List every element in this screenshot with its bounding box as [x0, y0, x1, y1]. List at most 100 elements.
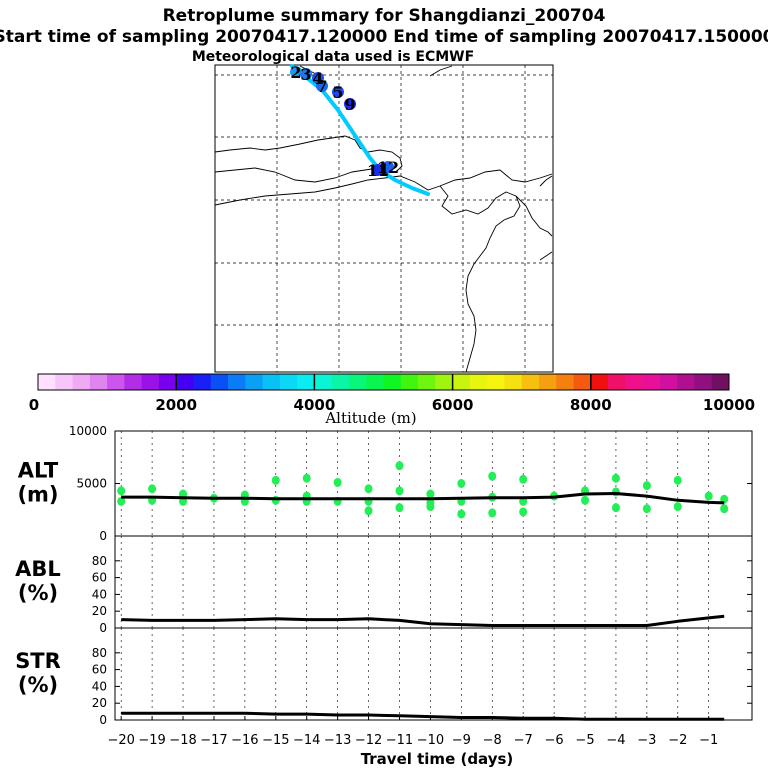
marker-label: 7 — [316, 77, 327, 96]
x-tick-label: −1 — [699, 733, 718, 748]
x-tick-label: −10 — [417, 733, 444, 748]
y-tick-label: 5000 — [76, 477, 107, 491]
altitude-scatter-point — [117, 486, 126, 496]
x-tick-label: −20 — [107, 733, 134, 748]
border-line — [429, 65, 453, 77]
colorbar-frame — [37, 373, 730, 391]
border-line — [214, 169, 553, 206]
colorbar-swatch — [694, 374, 713, 390]
x-tick-label: −4 — [606, 733, 625, 748]
colorbar-swatch — [38, 374, 56, 390]
colorbar-swatch — [366, 374, 384, 390]
colorbar-swatch — [348, 374, 367, 390]
altitude-colorbar: 0 2000 4000 6000 8000 10000 — [29, 373, 755, 414]
altitude-scatter-point — [519, 474, 528, 484]
x-tick-label: −17 — [200, 733, 227, 748]
position-marker — [332, 86, 344, 98]
colorbar-swatch — [452, 374, 471, 390]
border-line — [367, 149, 403, 173]
series-line — [121, 492, 725, 505]
position-marker — [344, 98, 356, 110]
altitude-scatter-point — [117, 496, 126, 506]
x-tick-label: −2 — [668, 733, 687, 748]
x-tick-label: −14 — [293, 733, 320, 748]
panel-label: STR — [15, 649, 61, 673]
position-marker — [290, 66, 302, 78]
panel-unit-label: (%) — [18, 673, 58, 697]
colorbar-swatch — [245, 374, 263, 390]
altitude-scatter-point — [704, 491, 713, 501]
colorbar-swatch — [573, 374, 592, 390]
colorbar-swatch — [677, 374, 695, 390]
y-tick-label: 60 — [92, 663, 107, 677]
border-line — [439, 185, 553, 237]
colorbar-swatch — [279, 374, 298, 390]
series-line — [121, 614, 725, 627]
colorbar-swatch — [590, 374, 609, 390]
colorbar-swatch — [556, 374, 574, 390]
title-line-2: Start time of sampling 20070417.120000 E… — [0, 27, 768, 47]
altitude-scatter-point — [581, 495, 590, 505]
position-marker — [372, 164, 384, 176]
colorbar-swatch — [158, 374, 177, 390]
altitude-scatter-point — [271, 495, 280, 505]
colorbar-swatch — [314, 374, 333, 390]
marker-label: 3 — [300, 65, 311, 84]
y-tick-label: 0 — [99, 529, 107, 543]
altitude-scatter-point — [395, 503, 404, 513]
panel-frame — [114, 535, 753, 629]
panel-unit-label: (m) — [17, 483, 58, 507]
altitude-scatter-point — [302, 473, 311, 483]
marker-label: 9 — [344, 95, 355, 114]
colorbar-swatch — [210, 374, 229, 390]
x-tick-label: −15 — [262, 733, 289, 748]
colorbar-swatch — [55, 374, 73, 390]
colorbar-swatch — [297, 374, 315, 390]
panel-label: ALT — [18, 459, 59, 483]
time-series-panels: 0500010000ALT(m)020406080ABL(%)020406080… — [15, 424, 753, 748]
altitude-scatter-point — [673, 475, 682, 485]
y-tick-label: 60 — [92, 571, 107, 585]
colorbar-swatch — [262, 374, 281, 390]
map-graticule — [215, 65, 553, 372]
position-marker — [300, 68, 312, 80]
panel-unit-label: (%) — [18, 581, 58, 605]
colorbar-swatch — [504, 374, 523, 390]
x-tick-label: −5 — [575, 733, 594, 748]
border-line — [465, 195, 521, 373]
colorbar-swatch — [331, 374, 350, 390]
marker-label: 1 — [378, 160, 389, 179]
x-tick-label: −9 — [452, 733, 471, 748]
colorbar-swatch — [642, 374, 661, 390]
colorbar-swatch — [124, 374, 143, 390]
colorbar-swatch — [176, 374, 194, 390]
altitude-scatter-point — [642, 504, 651, 514]
x-axis-label: Travel time (days) — [361, 750, 514, 768]
colorbar-swatch — [383, 374, 402, 390]
colorbar-tick-label: 2000 — [155, 396, 197, 414]
trajectory-line — [290, 64, 430, 196]
colorbar-swatch — [228, 374, 246, 390]
altitude-scatter-point — [148, 484, 157, 494]
colorbar-swatch — [89, 374, 108, 390]
altitude-scatter-point — [364, 506, 373, 516]
colorbar-tick-label: 10000 — [703, 396, 755, 414]
panel-frame — [114, 627, 753, 721]
y-tick-label: 10000 — [69, 424, 107, 438]
colorbar-label: Altitude (m) — [324, 409, 416, 427]
colorbar-swatch — [487, 374, 505, 390]
colorbar-tick-label: 0 — [29, 396, 39, 414]
colorbar-swatch — [659, 374, 678, 390]
altitude-scatter-point — [457, 479, 466, 488]
altitude-scatter-point — [364, 484, 373, 494]
colorbar-swatch — [469, 374, 488, 390]
trajectory-path — [290, 64, 430, 196]
border-line — [214, 167, 379, 183]
x-tick-label: −18 — [169, 733, 196, 748]
colorbar-tick-label: 6000 — [432, 396, 474, 414]
colorbar-swatch — [418, 374, 436, 390]
x-tick-label: −3 — [637, 733, 656, 748]
